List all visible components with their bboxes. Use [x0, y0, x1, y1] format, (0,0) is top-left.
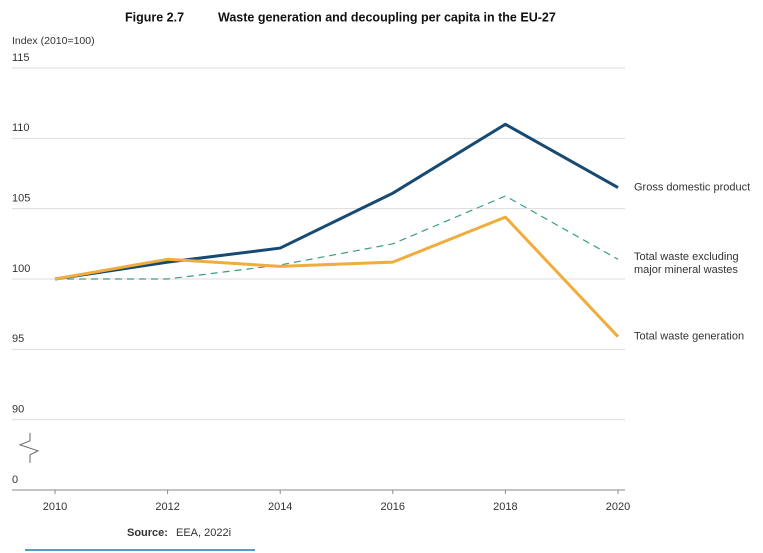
- x-tick-label: 2012: [155, 501, 179, 513]
- series-line: [54, 215, 620, 338]
- series-line: [54, 122, 619, 281]
- chart-title: Waste generation and decoupling per capi…: [218, 10, 556, 24]
- axis-break: [18, 432, 40, 463]
- x-tick-label: 2020: [606, 501, 630, 513]
- y-tick-label: 90: [12, 404, 24, 416]
- y-axis-label: Index (2010=100): [12, 35, 95, 47]
- y-tick-label: 115: [12, 52, 30, 64]
- series-line: [55, 195, 619, 280]
- source-label: Source:: [127, 527, 168, 539]
- source: EEA, 2022i: [176, 527, 231, 539]
- x-tick-label: 2014: [268, 501, 292, 513]
- series-label: Total waste excluding major mineral wast…: [634, 251, 739, 277]
- x-tick-label: 2010: [43, 501, 67, 513]
- y-tick-label: 105: [12, 193, 30, 205]
- y-tick-label: 100: [12, 263, 30, 275]
- series-label: Total waste generation: [634, 330, 745, 343]
- y-tick-label: 110: [12, 122, 30, 134]
- figure-label: Figure 2.7: [125, 10, 184, 24]
- y-tick-label: 95: [12, 333, 24, 345]
- x-tick-label: 2018: [493, 501, 517, 513]
- x-tick-label: 2016: [381, 501, 405, 513]
- y-tick-label: 0: [12, 474, 18, 486]
- series-label: Gross domestic product: [634, 181, 751, 194]
